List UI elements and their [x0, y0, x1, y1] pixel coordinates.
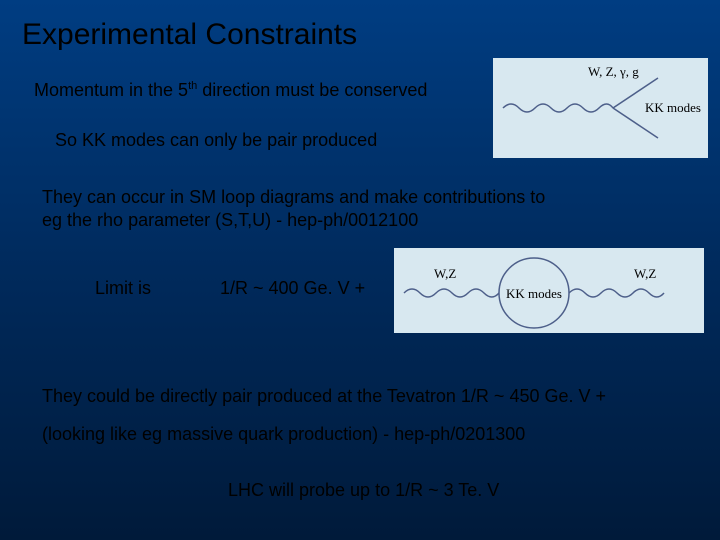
line3a: They can occur in SM loop diagrams and m…	[42, 187, 545, 207]
limit-value: 1/R ~ 400 Ge. V +	[220, 278, 365, 299]
line3b: eg the rho parameter (S,T,U) - hep-ph/00…	[42, 210, 418, 230]
feynman-vertex-diagram: W, Z, γ, g KK modes	[493, 58, 708, 158]
text-momentum: Momentum in the 5th direction must be co…	[34, 80, 427, 101]
limit-label: Limit is	[95, 278, 151, 299]
vertex-label-right: KK modes	[645, 100, 701, 116]
vertex-label-top: W, Z, γ, g	[588, 64, 639, 80]
loop-label-center: KK modes	[506, 286, 562, 302]
feynman-loop-diagram: W,Z W,Z KK modes	[394, 248, 704, 333]
text-sm-loop: They can occur in SM loop diagrams and m…	[42, 186, 545, 233]
text-lhc: LHC will probe up to 1/R ~ 3 Te. V	[228, 480, 499, 501]
loop-label-right: W,Z	[634, 266, 656, 282]
text-kk-pair: So KK modes can only be pair produced	[55, 130, 377, 151]
loop-label-left: W,Z	[434, 266, 456, 282]
text-tevatron: They could be directly pair produced at …	[42, 386, 606, 407]
line1-pre: Momentum in the 5	[34, 80, 188, 100]
slide-title: Experimental Constraints	[22, 18, 357, 52]
line1-post: direction must be conserved	[197, 80, 427, 100]
text-quark: (looking like eg massive quark productio…	[42, 424, 525, 445]
line1-sup: th	[188, 80, 197, 92]
